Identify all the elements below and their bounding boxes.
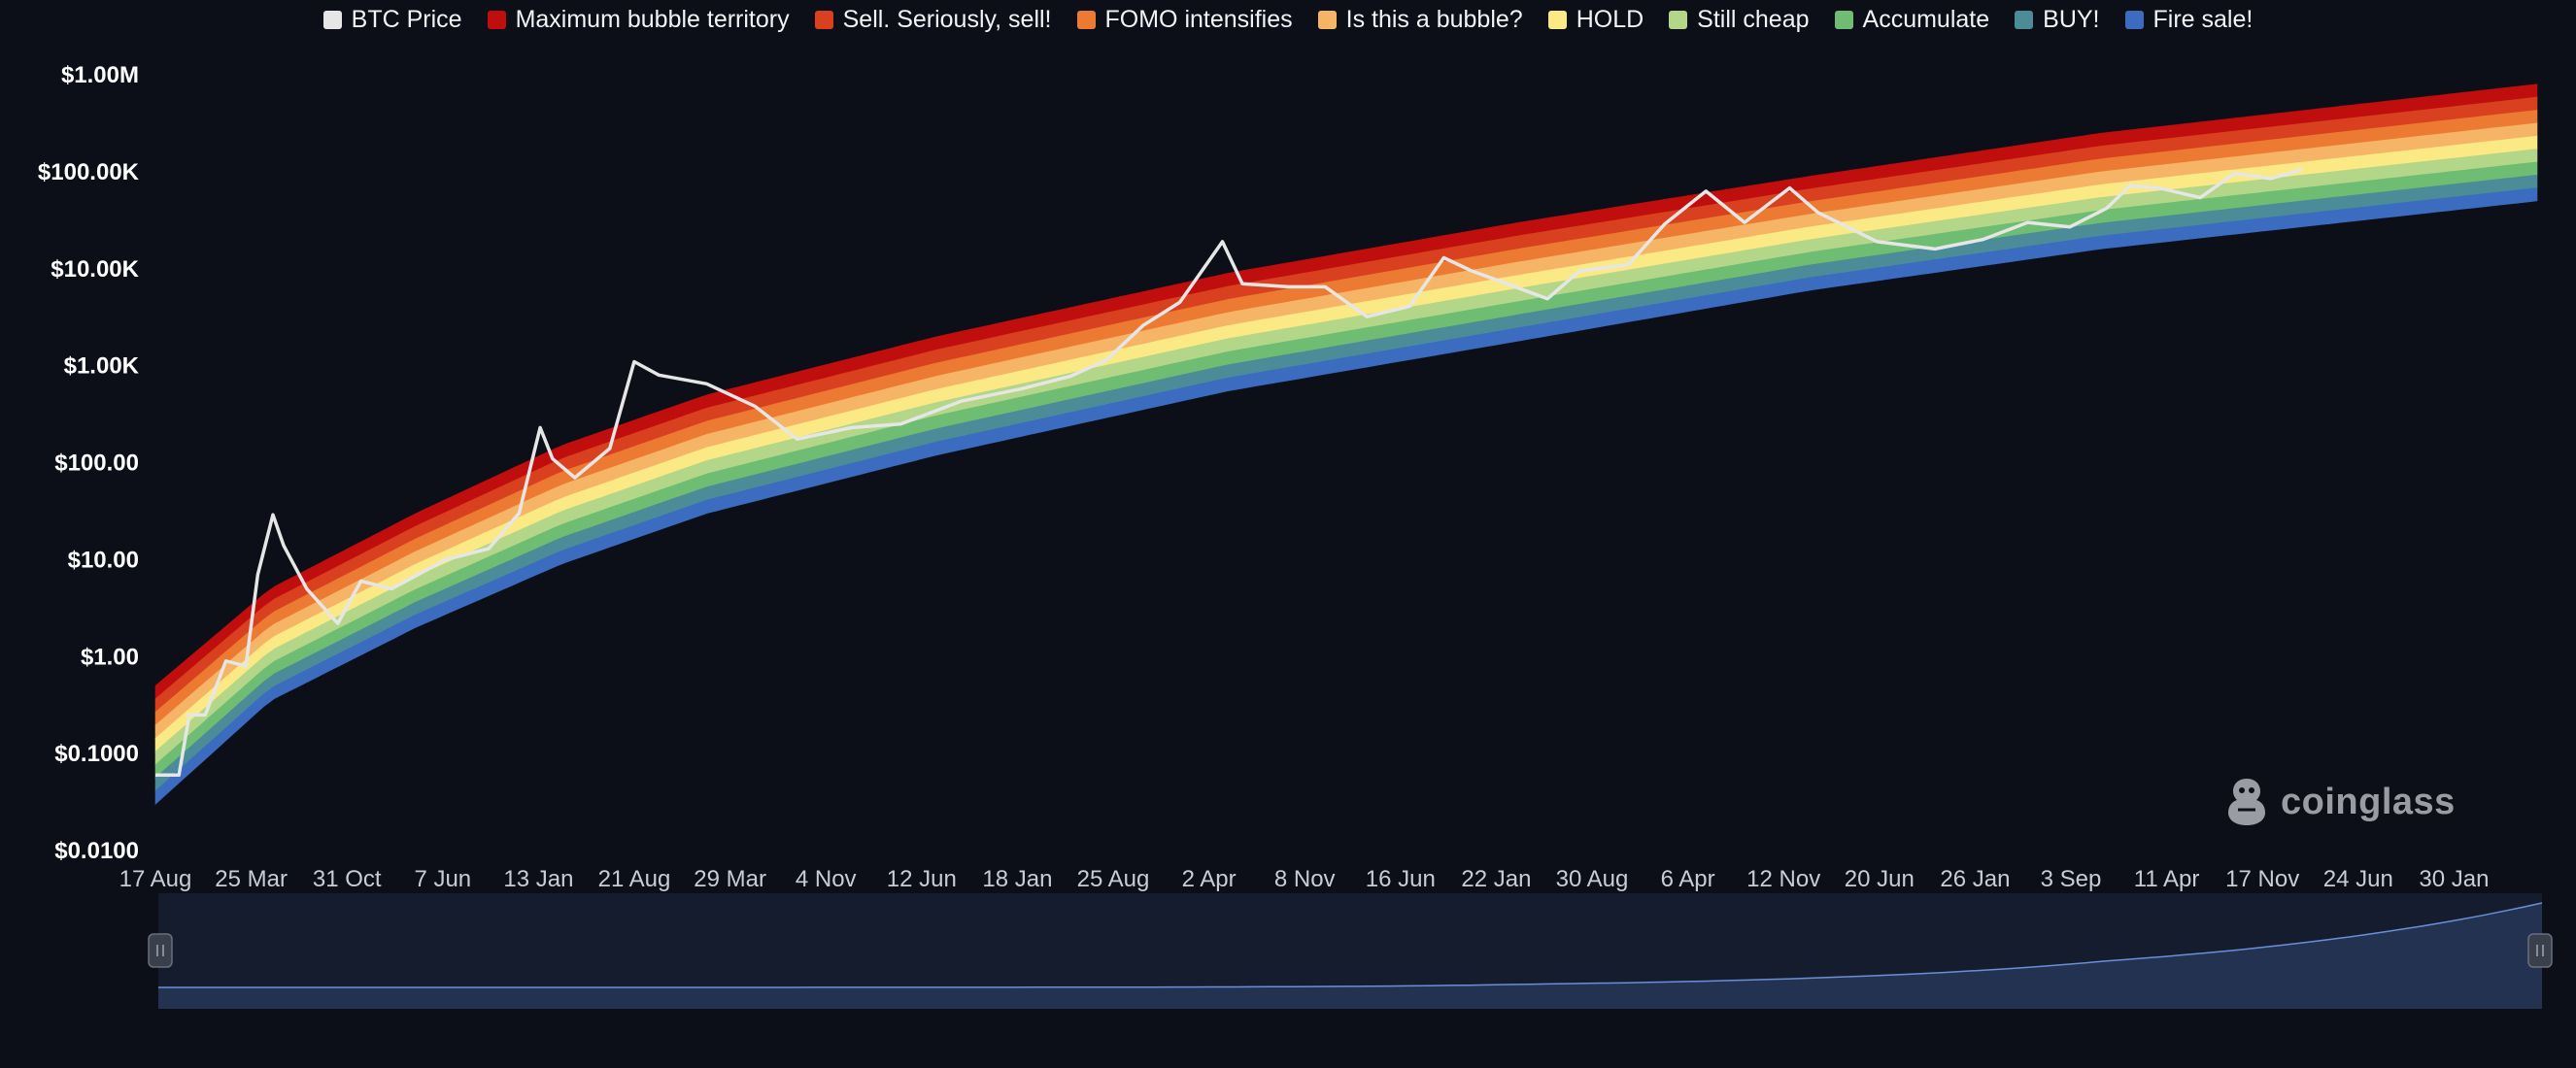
legend-item[interactable]: HOLD: [1547, 6, 1644, 34]
legend-item[interactable]: Sell. Seriously, sell!: [814, 6, 1052, 34]
x-axis-tick-label: 7 Jun: [414, 866, 471, 892]
legend-label: Fire sale!: [2152, 6, 2254, 33]
rainbow-band: [154, 149, 2538, 766]
x-axis-tick-label: 16 Jun: [1366, 866, 1436, 892]
x-axis-tick-label: 17 Aug: [119, 866, 192, 892]
x-axis-tick-label: 12 Jun: [887, 866, 957, 892]
navigator-line: [158, 902, 2543, 988]
chart-legend: BTC Price Maximum bubble territory Sell. S…: [0, 6, 2576, 34]
y-axis-tick-label: $10.00K: [51, 256, 139, 283]
rainbow-band: [154, 187, 2538, 805]
coinglass-logo-icon: [2228, 779, 2265, 825]
legend-swatch: [1076, 11, 1096, 29]
legend-swatch: [2015, 11, 2034, 29]
legend-swatch: [1317, 11, 1337, 29]
x-axis-tick-label: 11 Apr: [2134, 866, 2200, 892]
legend-swatch: [814, 11, 833, 29]
legend-label: FOMO intensifies: [1104, 6, 1293, 33]
legend-label: Accumulate: [1862, 6, 1990, 33]
btc-price-line: [155, 168, 2303, 778]
x-axis-tick-label: 18 Jan: [982, 866, 1052, 892]
x-axis-tick-label: 13 Jan: [503, 866, 573, 892]
x-axis-tick-label: 24 Jun: [2323, 866, 2393, 892]
legend-swatch: [1834, 11, 1853, 29]
x-axis-tick-label: 21 Aug: [598, 866, 671, 892]
legend-label: Sell. Seriously, sell!: [842, 6, 1052, 33]
legend-item[interactable]: Maximum bubble territory: [487, 6, 790, 34]
legend-label: Still cheap: [1697, 6, 1810, 33]
navigator-right-handle[interactable]: [2527, 933, 2553, 968]
x-axis-tick-label: 12 Nov: [1746, 866, 1820, 892]
legend-item[interactable]: Fire sale!: [2124, 6, 2254, 34]
legend-item[interactable]: Still cheap: [1669, 6, 1810, 34]
x-axis-tick-label: 20 Jun: [1845, 866, 1915, 892]
x-axis-tick-label: 30 Aug: [1556, 866, 1629, 892]
x-axis-tick-label: 8 Nov: [1274, 866, 1336, 892]
y-axis-tick-label: $1.00M: [61, 62, 139, 88]
legend-label: BUY!: [2043, 6, 2100, 33]
x-axis-tick-label: 25 Aug: [1077, 866, 1150, 892]
y-axis-tick-label: $1.00: [81, 644, 139, 670]
legend-item[interactable]: BTC Price: [322, 6, 462, 34]
legend-swatch: [2124, 11, 2144, 29]
x-axis-tick-label: 30 Jan: [2419, 866, 2489, 892]
y-axis-tick-label: $100.00K: [38, 159, 140, 185]
legend-item[interactable]: FOMO intensifies: [1076, 6, 1293, 34]
x-axis-tick-label: 3 Sep: [2041, 866, 2102, 892]
x-axis-tick-label: 6 Apr: [1661, 866, 1715, 892]
legend-swatch: [322, 11, 342, 29]
navigator-left-handle[interactable]: [148, 933, 173, 968]
y-axis-tick-label: $10.00: [68, 547, 139, 573]
legend-label: Is this a bubble?: [1345, 6, 1523, 33]
legend-label: BTC Price: [351, 6, 462, 33]
x-axis-tick-label: 17 Nov: [2225, 866, 2299, 892]
legend-item[interactable]: BUY!: [2015, 6, 2100, 34]
legend-label: Maximum bubble territory: [515, 6, 790, 33]
legend-label: HOLD: [1576, 6, 1644, 33]
x-axis-tick-label: 29 Mar: [694, 866, 766, 892]
y-axis-tick-label: $0.0100: [54, 838, 139, 864]
legend-swatch: [487, 11, 506, 29]
x-axis-tick-label: 22 Jan: [1461, 866, 1531, 892]
y-axis-tick-label: $100.00: [54, 451, 139, 477]
watermark-text: coinglass: [2281, 781, 2456, 822]
x-axis-tick-label: 25 Mar: [215, 866, 288, 892]
x-axis-tick-label: 2 Apr: [1182, 866, 1237, 892]
navigator-area: [158, 903, 2542, 1009]
legend-swatch: [1669, 11, 1688, 29]
x-axis-tick-label: 26 Jan: [1940, 866, 2010, 892]
y-axis-tick-label: $1.00K: [64, 353, 140, 380]
coinglass-watermark: coinglass: [2224, 777, 2456, 827]
legend-item[interactable]: Is this a bubble?: [1317, 6, 1523, 34]
x-axis-tick-label: 4 Nov: [796, 866, 857, 892]
legend-item[interactable]: Accumulate: [1834, 6, 1990, 34]
x-axis-tick-label: 31 Oct: [313, 866, 382, 892]
y-axis-tick-label: $0.1000: [54, 741, 139, 767]
legend-swatch: [1547, 11, 1567, 29]
